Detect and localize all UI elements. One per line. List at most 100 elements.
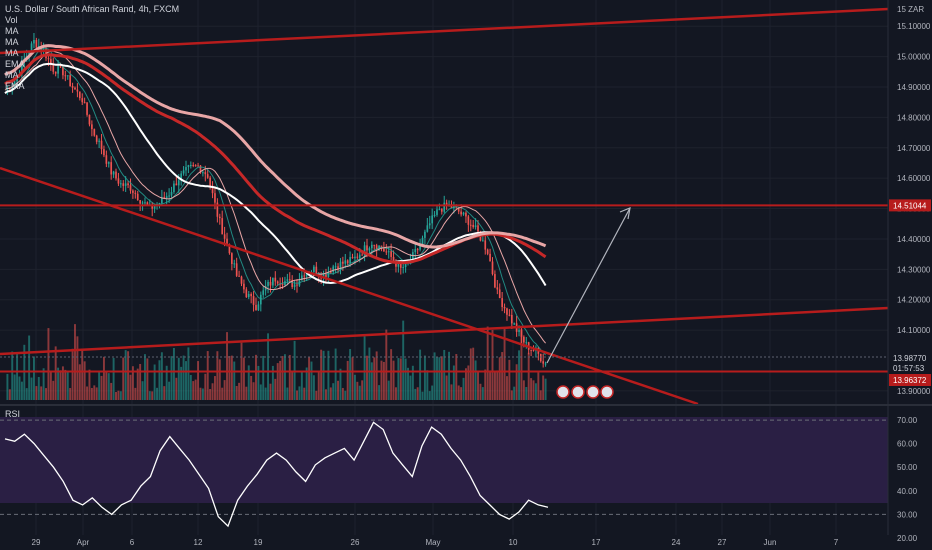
candle xyxy=(21,61,23,75)
candle xyxy=(226,238,228,245)
candle xyxy=(433,214,436,216)
time-axis[interactable]: 29 Apr 6 12 19 26 May 10 17 24 27 Jun 7 xyxy=(32,538,839,547)
volume-bar xyxy=(136,368,139,400)
volume-bar xyxy=(64,369,67,400)
volume-bar xyxy=(515,364,518,400)
volume-bar xyxy=(522,380,525,400)
time-tick-label: 24 xyxy=(672,538,681,547)
volume-bar xyxy=(78,364,81,400)
rsi-tick-label: 70.00 xyxy=(897,416,918,425)
candle xyxy=(520,330,523,337)
candle xyxy=(221,218,224,235)
volume-bar xyxy=(233,361,236,400)
candle xyxy=(177,180,180,186)
volume-bar xyxy=(513,386,516,400)
volume-bar xyxy=(525,387,528,400)
volume-bar xyxy=(503,327,506,400)
candle xyxy=(274,277,277,282)
candle xyxy=(334,266,337,268)
volume-bar xyxy=(199,387,202,400)
volume-bar xyxy=(238,382,241,400)
candle xyxy=(107,162,110,164)
volume-bar xyxy=(443,349,446,400)
volume-bar xyxy=(245,386,248,400)
volume-bar xyxy=(283,354,286,400)
volume-bar xyxy=(160,352,163,400)
candle xyxy=(202,172,204,174)
moving-averages xyxy=(4,44,547,356)
rsi-tick-label: 40.00 xyxy=(897,487,918,496)
volume-bar xyxy=(182,355,185,400)
support-price-tag-bg xyxy=(889,374,931,386)
volume-bar xyxy=(47,328,50,400)
candle xyxy=(161,197,163,204)
volume-bar xyxy=(226,332,228,400)
candle xyxy=(484,240,487,250)
event-flag-icon xyxy=(586,385,600,399)
candle xyxy=(269,281,272,286)
volume-bar xyxy=(76,336,79,400)
volume-bar xyxy=(216,351,219,400)
candle xyxy=(428,223,431,226)
volume-bar xyxy=(534,383,537,400)
volume-bar xyxy=(28,335,31,400)
countdown-tag: 01:57:53 xyxy=(893,364,925,373)
event-icons[interactable] xyxy=(556,385,614,399)
volume-bar xyxy=(163,386,166,400)
candle xyxy=(168,195,170,197)
volume-bar xyxy=(460,387,463,400)
candle xyxy=(351,257,354,259)
volume-bar xyxy=(472,347,475,400)
volume-bar xyxy=(165,365,168,400)
volume-bar xyxy=(180,366,183,400)
volume-bar xyxy=(344,390,347,400)
candle xyxy=(498,289,501,299)
volume-bar xyxy=(506,376,508,400)
volume-bar xyxy=(6,373,9,400)
candle xyxy=(218,216,221,219)
candle xyxy=(228,244,231,254)
candle xyxy=(472,224,475,228)
candle xyxy=(50,59,52,65)
projection-arrow-head xyxy=(619,207,631,220)
time-tick-label: 17 xyxy=(592,538,601,547)
support-price-tag: 13.96372 xyxy=(893,376,927,385)
candle xyxy=(69,75,72,87)
candle xyxy=(98,140,100,142)
volume-bar xyxy=(264,387,267,400)
candle xyxy=(375,245,378,250)
candle xyxy=(329,271,332,273)
candle xyxy=(216,202,219,217)
volume-bar xyxy=(411,365,414,400)
volume-bar xyxy=(117,390,120,400)
volume-bar xyxy=(520,328,523,400)
candle xyxy=(206,174,209,178)
volume-bar xyxy=(327,350,330,400)
volume-bar xyxy=(486,326,489,400)
volume-bar xyxy=(267,333,270,400)
volume-bar xyxy=(421,391,424,400)
volume-bar xyxy=(501,352,504,400)
candle xyxy=(117,178,120,184)
candle xyxy=(412,252,414,261)
rsi-line xyxy=(4,421,549,528)
volume-bar xyxy=(363,336,366,400)
trend-lines[interactable] xyxy=(0,7,889,406)
time-tick-label: Apr xyxy=(77,538,90,547)
rsi-tick-label: 60.00 xyxy=(897,440,918,449)
volume-bar xyxy=(71,348,74,400)
candle xyxy=(339,261,342,270)
candle xyxy=(252,296,255,305)
candle xyxy=(245,289,248,298)
volume-bar xyxy=(464,368,467,400)
rsi-title[interactable]: RSI xyxy=(5,409,21,419)
volume-bar xyxy=(228,356,231,400)
ma-pink xyxy=(4,44,547,249)
volume-bar xyxy=(510,390,513,400)
candle xyxy=(187,165,190,168)
price-tick-label: 14.70000 xyxy=(897,144,931,153)
candle xyxy=(146,202,149,205)
volume-bar xyxy=(481,387,484,400)
candle xyxy=(165,196,168,199)
